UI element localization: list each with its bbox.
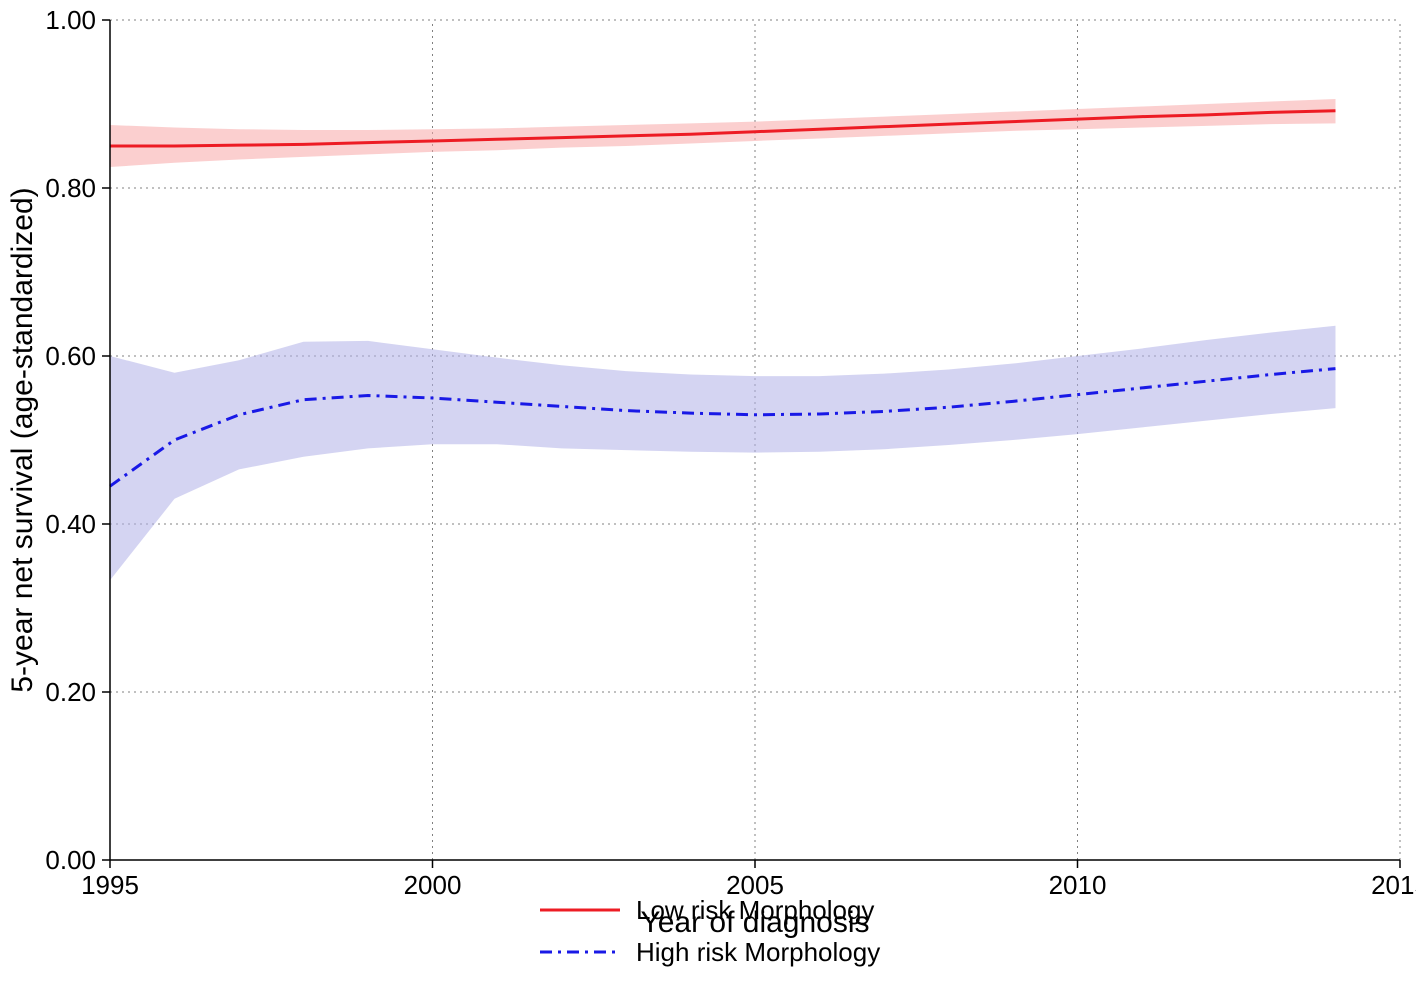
y-tick-label: 0.60	[45, 341, 96, 371]
survival-chart: 199520002005201020150.000.200.400.600.80…	[0, 0, 1416, 989]
y-tick-label: 0.80	[45, 173, 96, 203]
y-tick-label: 0.20	[45, 677, 96, 707]
y-tick-label: 1.00	[45, 5, 96, 35]
legend-label: Low risk Morphology	[636, 895, 874, 925]
x-tick-label: 2000	[404, 870, 462, 900]
y-tick-label: 0.40	[45, 509, 96, 539]
x-tick-label: 2015	[1371, 870, 1416, 900]
legend-label: High risk Morphology	[636, 937, 880, 967]
y-tick-label: 0.00	[45, 845, 96, 875]
x-tick-label: 2010	[1049, 870, 1107, 900]
y-axis-label: 5-year net survival (age-standardized)	[6, 187, 39, 692]
